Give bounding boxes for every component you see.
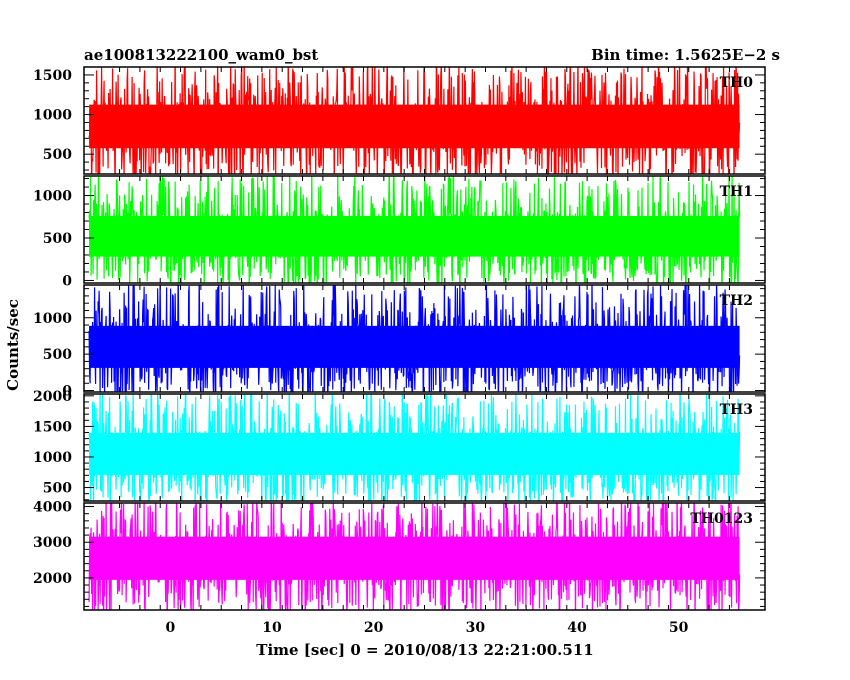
panel-th0123: 2000 3000 4000 TH0123: [33, 500, 766, 611]
panel-label-th2: TH2: [720, 293, 753, 309]
panel-th1: 0 500 1000 TH1: [33, 175, 766, 289]
y-tick-label: 1000: [33, 108, 72, 124]
x-tick-label: 20: [364, 620, 384, 636]
y-tick-label: 500: [43, 347, 72, 363]
series-th3-core: [89, 432, 740, 475]
y-tick-label: 2000: [33, 571, 72, 587]
series-th0123-core: [89, 536, 740, 580]
y-tick-label: 500: [43, 147, 72, 163]
panel-label-th0123: TH0123: [690, 511, 753, 527]
series-th1-core: [89, 215, 740, 257]
y-tick-label: 500: [43, 481, 72, 497]
y-tick-label: 2000: [33, 389, 72, 405]
y-tick-label: 1000: [33, 311, 72, 327]
y-tick-label: 0: [62, 273, 72, 289]
series-th2-core: [89, 325, 740, 368]
y-tick-label: 1500: [33, 68, 72, 84]
y-axis-label: Counts/sec: [4, 299, 22, 391]
series-th0-core: [89, 104, 740, 149]
chart-title: ae100813222100_wam0_bst: [84, 46, 318, 64]
x-axis: 0 10 20 30 40 50: [166, 620, 689, 636]
y-tick-label: 3000: [33, 535, 72, 551]
x-tick-label: 30: [466, 620, 486, 636]
x-tick-label: 0: [166, 620, 176, 636]
y-tick-label: 1000: [33, 450, 72, 466]
y-tick-label: 4000: [33, 500, 72, 516]
panel-th2: 0 500 1000 TH2: [33, 284, 766, 400]
y-tick-label: 0: [62, 384, 72, 400]
panel-label-th3: TH3: [720, 402, 753, 418]
panel-th3: 500 1000 1500 2000 TH3: [33, 389, 766, 502]
y-tick-label: 1000: [33, 189, 72, 205]
panel-th0: 500 1000 1500 TH0: [33, 66, 766, 175]
x-tick-label: 40: [567, 620, 587, 636]
x-tick-label: 50: [669, 620, 689, 636]
panel-label-th1: TH1: [720, 184, 753, 200]
panels-group: 500 1000 1500 TH0 0 500 1000 TH1 0 500 1000 TH2 500 1…: [33, 66, 766, 611]
panel-label-th0: TH0: [720, 75, 754, 91]
x-axis-label: Time [sec] 0 = 2010/08/13 22:21:00.511: [256, 641, 593, 659]
bin-time-label: Bin time: 1.5625E−2 s: [591, 46, 780, 64]
x-tick-label: 10: [262, 620, 282, 636]
y-tick-label: 500: [43, 231, 72, 247]
y-tick-label: 1500: [33, 419, 72, 435]
